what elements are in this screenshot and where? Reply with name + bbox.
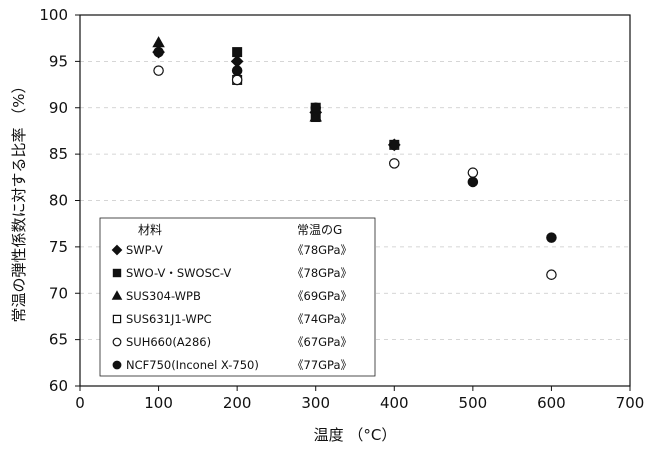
data-point bbox=[231, 74, 243, 86]
y-tick-label: 80 bbox=[49, 192, 68, 210]
legend-items: SWP-V 《78GPa》 SWO-V・SWOSC-V 《78GPa》 SUS304-W… bbox=[111, 243, 352, 372]
y-tick-label: 100 bbox=[39, 6, 68, 24]
data-point bbox=[546, 232, 557, 243]
data-point bbox=[232, 47, 243, 58]
data-point bbox=[153, 46, 164, 58]
data-point bbox=[546, 269, 557, 280]
x-tick-label: 500 bbox=[459, 394, 488, 412]
x-tick-label: 0 bbox=[75, 394, 85, 412]
x-tick-label: 100 bbox=[144, 394, 173, 412]
legend-label: SUS631J1-WPC bbox=[126, 312, 212, 326]
legend-marker bbox=[111, 290, 123, 300]
legend-modulus: 《67GPa》 bbox=[292, 335, 352, 349]
legend-modulus: 《69GPa》 bbox=[292, 289, 352, 303]
x-tick-label: 300 bbox=[301, 394, 330, 412]
x-axis-title: 温度 （°C） bbox=[314, 426, 397, 444]
x-tick-label: 600 bbox=[537, 394, 566, 412]
data-point bbox=[389, 158, 400, 169]
legend-box bbox=[99, 217, 376, 377]
x-tick-label: 200 bbox=[223, 394, 252, 412]
x-axis: 0 100 200 300 400 500 600 700 bbox=[75, 386, 644, 412]
data-point bbox=[310, 102, 321, 114]
legend-marker bbox=[112, 314, 122, 324]
legend-label: SWP-V bbox=[126, 243, 163, 257]
legend-marker bbox=[112, 360, 122, 370]
legend-marker bbox=[112, 268, 122, 278]
legend-label: SWO-V・SWOSC-V bbox=[126, 266, 231, 280]
data-points bbox=[152, 36, 557, 280]
y-tick-label: 65 bbox=[49, 331, 68, 349]
x-tick-label: 400 bbox=[380, 394, 409, 412]
x-tick-label: 700 bbox=[616, 394, 645, 412]
data-point bbox=[467, 167, 479, 178]
legend-label: SUS304-WPB bbox=[126, 289, 201, 303]
y-tick-label: 95 bbox=[49, 52, 68, 70]
y-axis: 60 65 70 75 80 85 90 95 100 bbox=[39, 6, 80, 395]
y-tick-label: 90 bbox=[49, 99, 68, 117]
y-tick-label: 85 bbox=[49, 145, 68, 163]
data-point bbox=[389, 139, 400, 151]
legend-modulus: 《78GPa》 bbox=[292, 243, 352, 257]
legend-label: NCF750(Inconel X-750) bbox=[126, 358, 259, 372]
y-tick-label: 70 bbox=[49, 284, 68, 302]
y-tick-label: 75 bbox=[49, 238, 68, 256]
y-axis-title: 常温の弾性係数に対する比率 （%） bbox=[10, 78, 28, 322]
data-point bbox=[152, 36, 165, 48]
data-point bbox=[231, 65, 243, 76]
data-point bbox=[309, 110, 322, 122]
legend-marker bbox=[111, 244, 123, 256]
data-point bbox=[467, 176, 479, 188]
data-point bbox=[230, 55, 244, 68]
legend-label: SUH660(A286) bbox=[126, 335, 211, 349]
y-tick-label: 60 bbox=[49, 377, 68, 395]
data-point bbox=[153, 65, 164, 76]
legend: 材料 常温のG SWP-V 《78GPa》 SWO-V・SWOSC-V 《78GPa》… bbox=[99, 217, 376, 377]
legend-header-modulus: 常温のG bbox=[297, 223, 342, 237]
legend-modulus: 《74GPa》 bbox=[292, 312, 352, 326]
legend-header-material: 材料 bbox=[138, 223, 162, 237]
legend-modulus: 《78GPa》 bbox=[292, 266, 352, 280]
legend-modulus: 《77GPa》 bbox=[292, 358, 352, 372]
legend-marker bbox=[112, 337, 122, 347]
